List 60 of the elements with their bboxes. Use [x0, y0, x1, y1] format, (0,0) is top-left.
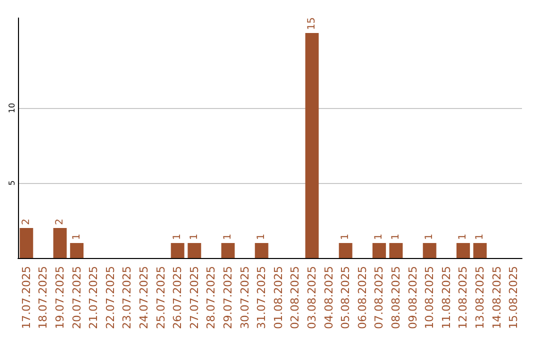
bar — [53, 228, 67, 258]
x-tick-label: 11.08.2025 — [440, 266, 453, 330]
bar — [254, 243, 268, 258]
bar — [372, 243, 386, 258]
bar — [20, 228, 34, 258]
x-tick-label: 20.07.2025 — [70, 266, 84, 330]
data-label: 1 — [374, 234, 385, 240]
bar — [170, 243, 184, 258]
bar — [188, 243, 202, 258]
data-label: 1 — [222, 234, 234, 240]
x-tick-label: 18.07.2025 — [36, 266, 50, 330]
x-tick-label: 13.08.2025 — [474, 266, 486, 330]
x-tick-label: 06.08.2025 — [356, 266, 369, 330]
x-tick-label: 27.07.2025 — [188, 266, 201, 330]
x-tick-label: 19.07.2025 — [54, 266, 66, 330]
y-tick-label: 10 — [8, 102, 16, 114]
x-tick-label: 31.07.2025 — [255, 266, 268, 330]
x-tick-label: 29.07.2025 — [222, 266, 234, 330]
data-label: 2 — [20, 218, 32, 226]
bar — [473, 243, 487, 258]
data-label: 1 — [390, 234, 402, 240]
data-label: 1 — [71, 234, 82, 240]
x-tick-label: 28.07.2025 — [204, 266, 218, 330]
x-tick-label: 04.08.2025 — [322, 266, 336, 330]
x-tick-label: 08.08.2025 — [390, 266, 402, 330]
x-tick-label: 22.07.2025 — [104, 266, 117, 330]
x-tick-label: 25.07.2025 — [154, 266, 168, 330]
x-tick-label: 05.08.2025 — [339, 266, 352, 330]
x-tick-label: 09.08.2025 — [406, 266, 420, 330]
x-tick-label: 07.08.2025 — [372, 266, 386, 330]
x-tick-label: 30.07.2025 — [238, 266, 252, 330]
data-label: 1 — [340, 234, 352, 240]
bar — [389, 243, 403, 258]
data-label: 1 — [424, 234, 436, 240]
data-label: 15 — [306, 17, 318, 30]
bar — [456, 243, 470, 258]
x-tick-label: 21.07.2025 — [87, 266, 100, 330]
bar — [305, 33, 319, 258]
x-tick-label: 15.08.2025 — [507, 266, 520, 330]
y-tick-label: 5 — [8, 180, 16, 186]
x-tick-label: 02.08.2025 — [288, 266, 302, 330]
bar — [70, 243, 84, 258]
x-tick-label: 17.07.2025 — [20, 266, 33, 330]
x-tick-label: 01.08.2025 — [272, 266, 285, 330]
x-tick-label: 03.08.2025 — [306, 266, 318, 330]
x-tick-label: 24.07.2025 — [138, 266, 150, 330]
data-label: 1 — [256, 234, 268, 240]
x-tick-label: 26.07.2025 — [171, 266, 184, 330]
data-label: 1 — [474, 234, 486, 240]
x-tick-label: 10.08.2025 — [423, 266, 436, 330]
x-tick-label: 14.08.2025 — [490, 266, 504, 330]
bar — [422, 243, 436, 258]
x-tick-label: 12.08.2025 — [456, 266, 470, 330]
bar — [338, 243, 352, 258]
data-label: 1 — [458, 234, 469, 240]
x-tick-label: 23.07.2025 — [120, 266, 134, 330]
data-label: 1 — [172, 234, 184, 240]
bar — [221, 243, 235, 258]
data-label: 2 — [54, 218, 66, 226]
data-label: 1 — [188, 234, 200, 240]
